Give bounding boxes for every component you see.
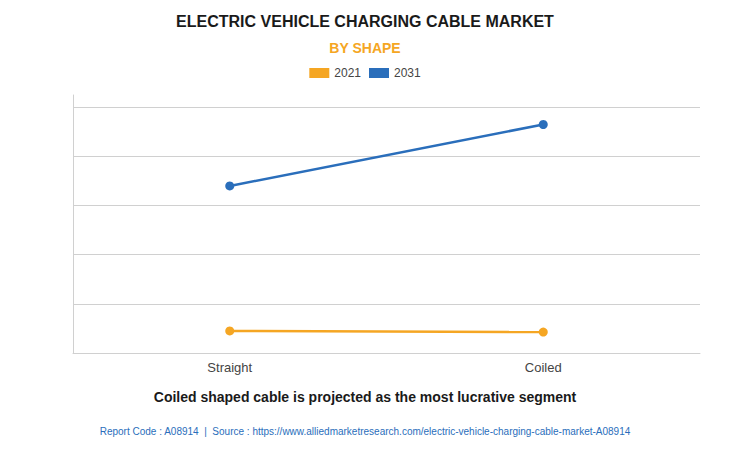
svg-text:Straight: Straight	[207, 360, 252, 375]
svg-text:2031: 2031	[394, 66, 421, 80]
svg-text:2021: 2021	[334, 66, 361, 80]
svg-text:Coiled: Coiled	[525, 360, 562, 375]
svg-text:BY SHAPE: BY SHAPE	[329, 40, 400, 56]
svg-text:ELECTRIC VEHICLE CHARGING CABL: ELECTRIC VEHICLE CHARGING CABLE MARKET	[176, 13, 554, 30]
svg-text:Coiled shaped cable is project: Coiled shaped cable is projected as the …	[154, 389, 577, 405]
svg-text:Report Code : A08914 | Sourc: Report Code : A08914 | Source : https://…	[100, 426, 631, 437]
